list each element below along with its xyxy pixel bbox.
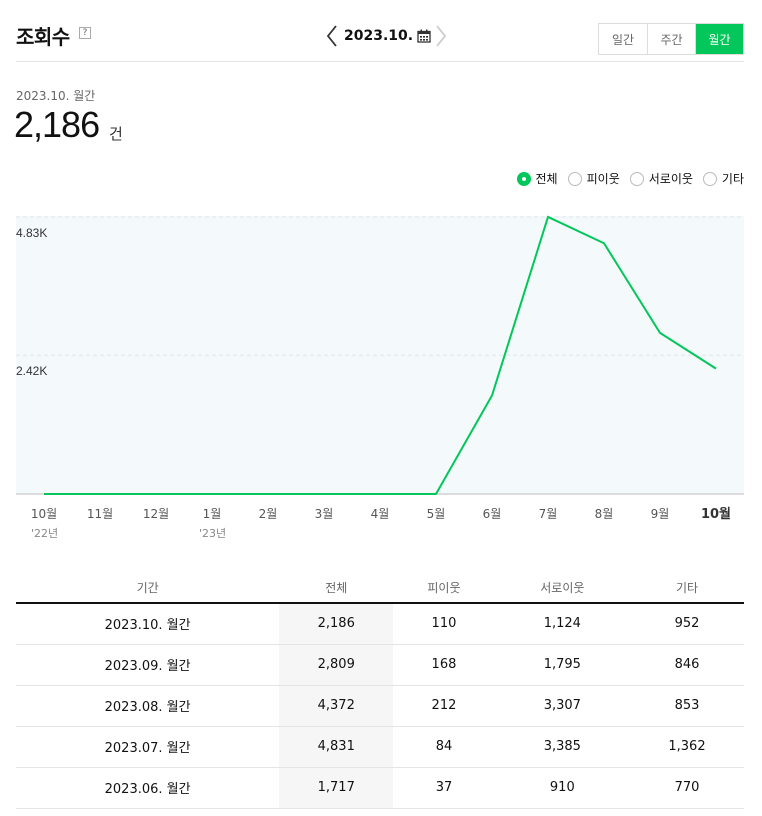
legend-item-other[interactable]: 기타 (702, 170, 744, 187)
radio-icon (567, 171, 582, 186)
x-tick-label: 6월 (483, 507, 502, 521)
chevron-right-icon (436, 25, 447, 47)
table-cell: 846 (629, 644, 744, 686)
table-header-row: 기간 전체 피이웃 서로이웃 기타 (16, 572, 744, 604)
x-tick-label: 7월 (539, 507, 558, 521)
year-label: '22년 (31, 527, 58, 540)
summary-value: 2,186 (14, 104, 100, 145)
table-cell: 2023.09. 월간 (16, 644, 280, 686)
table-cell: 3,385 (494, 726, 630, 768)
table-row: 2023.07. 월간 4,831 84 3,385 1,362 (16, 726, 744, 768)
legend-label: 서로이웃 (648, 172, 693, 186)
table-row: 2023.08. 월간 4,372 212 3,307 853 (16, 685, 744, 727)
x-tick-label: 9월 (651, 507, 670, 521)
col-period: 기간 (16, 572, 280, 604)
table-cell: 1,717 (279, 767, 394, 809)
table-cell: 853 (629, 685, 744, 727)
legend-item-mutual[interactable]: 서로이웃 (629, 170, 693, 187)
legend-label: 기타 (721, 172, 744, 186)
year-label: '23년 (199, 527, 226, 540)
page-title: 조회수 (16, 25, 70, 49)
radio-icon (702, 171, 717, 186)
next-month-button[interactable] (431, 23, 451, 49)
x-tick-label: 1월 (203, 507, 222, 521)
period-toggle: 일간 주간 월간 (598, 23, 744, 55)
line-chart: 2.42K 4.83K 10월 11월 12월 1월 2월 3월 4월 5월 6월 7월 8월 9월 10월… (16, 215, 744, 540)
col-other: 기타 (629, 572, 744, 604)
table-row: 2023.06. 월간 1,717 37 910 770 (16, 767, 744, 809)
table-cell: 2023.07. 월간 (16, 726, 280, 768)
chart-legend: 전체 피이웃 서로이웃 기타 (516, 170, 744, 187)
period-monthly-button[interactable]: 월간 (695, 24, 743, 54)
table-cell: 2023.08. 월간 (16, 685, 280, 727)
table-cell: 212 (393, 685, 495, 727)
current-date: 2023.10. (344, 28, 414, 44)
period-daily-button[interactable]: 일간 (611, 32, 635, 47)
table-cell: 4,831 (279, 726, 394, 768)
table-cell: 2023.10. 월간 (16, 603, 280, 645)
y-tick-label: 4.83K (16, 226, 47, 240)
chevron-left-icon (326, 25, 337, 47)
table-cell: 1,124 (494, 603, 630, 645)
x-tick-label: 4월 (371, 507, 390, 521)
legend-label: 전체 (535, 172, 558, 186)
header: 조회수 ? 2023.10. 일간 주간 월간 (16, 0, 744, 62)
table-cell: 1,362 (629, 726, 744, 768)
table-cell: 2,186 (279, 603, 394, 645)
table-cell: 3,307 (494, 685, 630, 727)
table-cell: 168 (393, 644, 495, 686)
y-tick-label: 2.42K (16, 364, 47, 378)
radio-icon (629, 171, 644, 186)
x-tick-label: 10월 (701, 506, 731, 522)
table-cell: 110 (393, 603, 495, 645)
x-tick-label: 12월 (143, 507, 169, 521)
summary-unit: 건 (109, 125, 123, 143)
x-tick-label: 3월 (315, 507, 334, 521)
series-line (44, 215, 717, 495)
table-cell: 1,795 (494, 644, 630, 686)
col-total: 전체 (279, 572, 394, 604)
table-cell: 4,372 (279, 685, 394, 727)
col-mutual: 서로이웃 (494, 572, 630, 604)
summary-label: 2023.10. 월간 (16, 89, 96, 103)
calendar-icon[interactable] (417, 29, 431, 43)
table-row: 2023.10. 월간 2,186 110 1,124 952 (16, 603, 744, 645)
table-cell: 37 (393, 767, 495, 809)
x-tick-label: 11월 (87, 507, 113, 521)
x-tick-label: 10월 (31, 507, 57, 521)
period-weekly-button[interactable]: 주간 (647, 24, 695, 54)
table-cell: 84 (393, 726, 495, 768)
help-icon[interactable]: ? (79, 27, 91, 39)
radio-icon (516, 171, 531, 186)
table-cell: 2,809 (279, 644, 394, 686)
legend-item-all[interactable]: 전체 (516, 170, 558, 187)
table-row: 2023.09. 월간 2,809 168 1,795 846 (16, 644, 744, 686)
table-cell: 952 (629, 603, 744, 645)
table-cell: 910 (494, 767, 630, 809)
x-tick-label: 8월 (595, 507, 614, 521)
date-navigator: 2023.10. (322, 22, 451, 50)
legend-label: 피이웃 (586, 172, 620, 186)
x-tick-label: 2월 (259, 507, 278, 521)
legend-item-neighbor[interactable]: 피이웃 (567, 170, 620, 187)
stats-table: 기간 전체 피이웃 서로이웃 기타 2023.10. 월간 2,186 110 1,1… (16, 572, 744, 809)
prev-month-button[interactable] (322, 23, 342, 49)
table-cell: 770 (629, 767, 744, 809)
x-tick-label: 5월 (427, 507, 446, 521)
table-cell: 2023.06. 월간 (16, 767, 280, 809)
col-neighbor: 피이웃 (393, 572, 495, 604)
